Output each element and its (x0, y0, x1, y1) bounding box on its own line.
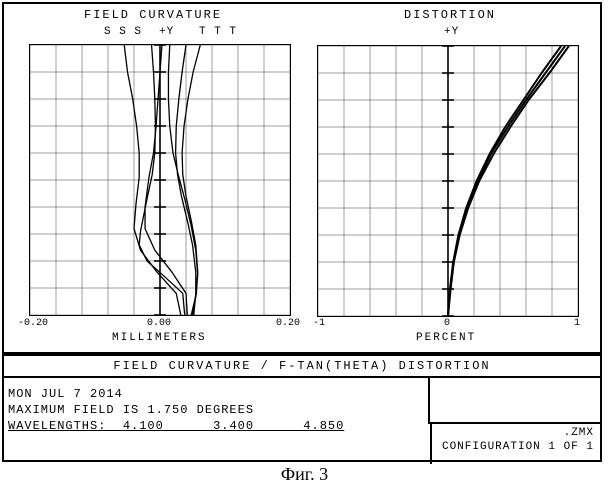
right-x-axis-label: PERCENT (416, 332, 476, 344)
left-xtick-max: 0.20 (276, 318, 300, 329)
footer-config: CONFIGURATION 1 OF 1 (442, 441, 594, 453)
footer-right-bottom-box: .ZMX CONFIGURATION 1 OF 1 (430, 422, 600, 464)
left-y-axis-tag: +Y (159, 26, 174, 38)
footer-wl-1: 3.400 (213, 419, 254, 433)
right-plot (317, 45, 579, 317)
left-plot-title: FIELD CURVATURE (84, 8, 222, 22)
left-xtick-mid: 0.00 (147, 318, 171, 329)
left-plot (29, 44, 291, 316)
banner-title: FIELD CURVATURE / F-TAN(THETA) DISTORTIO… (4, 354, 600, 378)
chart-frame: FIELD CURVATURE S S S +Y T T T -0.20 0.0… (2, 2, 602, 462)
figure-caption: Фиг. 3 (0, 464, 609, 485)
footer-max-field: MAXIMUM FIELD IS 1.750 DEGREES (8, 403, 254, 417)
right-xtick-max: 1 (574, 318, 580, 329)
right-xtick-mid: 0 (444, 318, 450, 329)
footer-wl-2: 4.850 (303, 419, 344, 433)
footer-wavelengths-label: WAVELENGTHS: (8, 419, 106, 433)
footer-right-top-box (428, 378, 600, 424)
footer-zmx: .ZMX (564, 427, 594, 439)
footer-date: MON JUL 7 2014 (8, 387, 123, 401)
left-xtick-min: -0.20 (18, 318, 48, 329)
left-x-axis-label: MILLIMETERS (112, 332, 207, 344)
right-xtick-min: -1 (313, 318, 325, 329)
left-s-label: S S S (104, 26, 142, 38)
left-plot-svg (30, 45, 290, 315)
right-plot-title: DISTORTION (404, 8, 496, 22)
right-plot-svg (318, 46, 578, 316)
left-t-label: T T T (199, 26, 237, 38)
footer-wl-0: 4.100 (123, 419, 164, 433)
footer-info: MON JUL 7 2014 MAXIMUM FIELD IS 1.750 DE… (8, 386, 344, 434)
right-y-axis-tag: +Y (444, 26, 459, 38)
footer-area: MON JUL 7 2014 MAXIMUM FIELD IS 1.750 DE… (4, 378, 600, 464)
plots-area: FIELD CURVATURE S S S +Y T T T -0.20 0.0… (4, 4, 600, 354)
